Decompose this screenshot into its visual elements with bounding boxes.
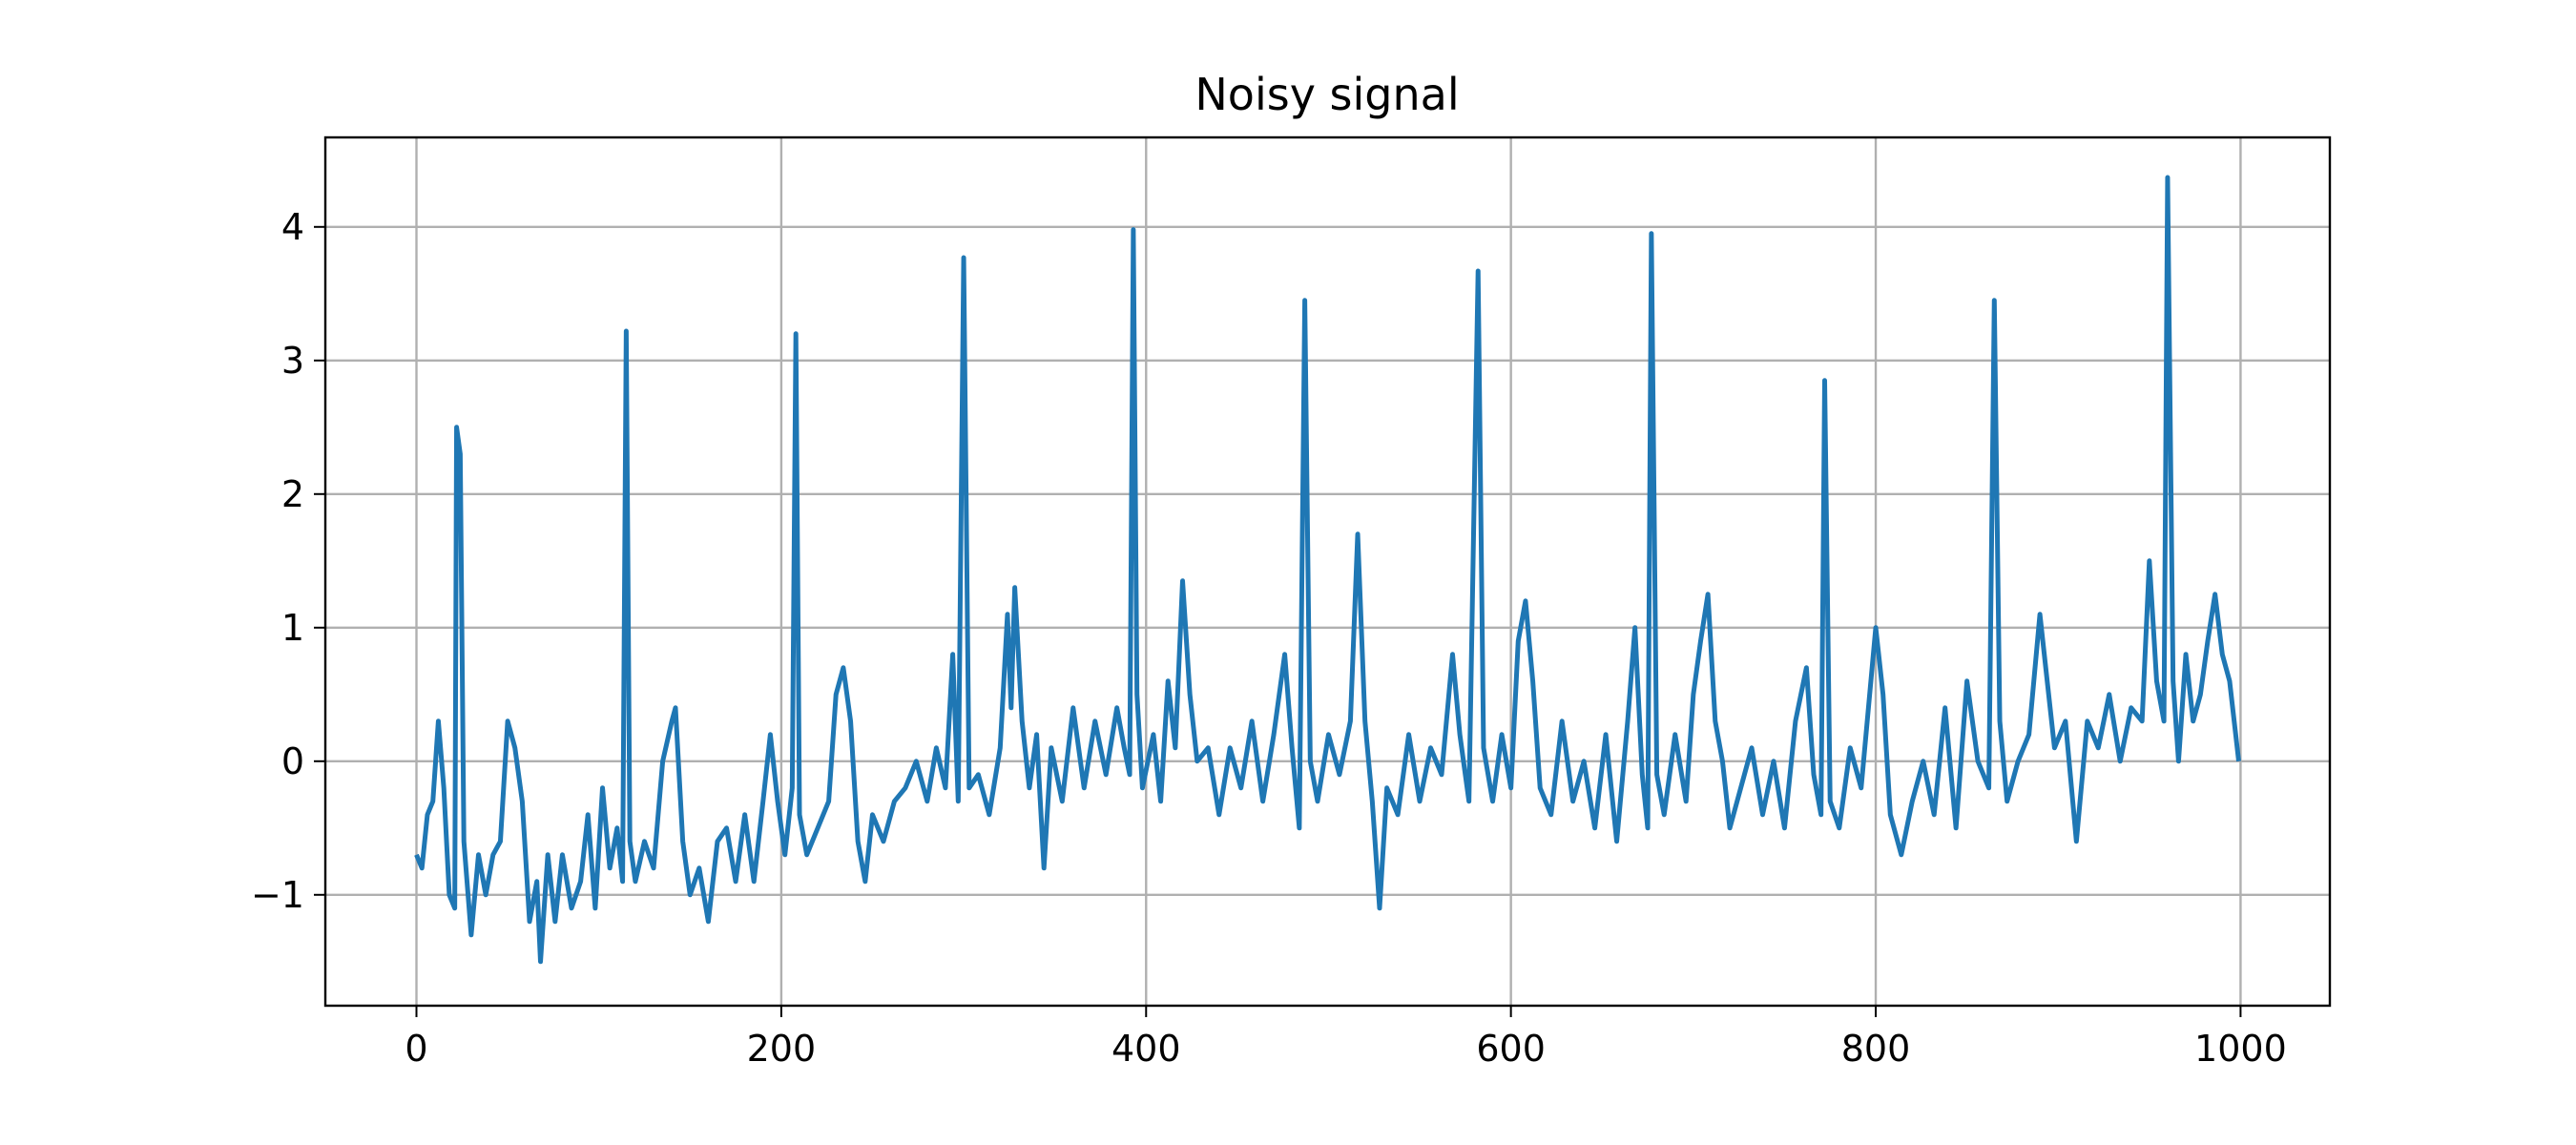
x-tick-label: 800	[1841, 1028, 1911, 1070]
x-tick-label: 600	[1476, 1028, 1546, 1070]
x-tick-label: 0	[405, 1028, 427, 1070]
y-tick-label: 4	[281, 206, 304, 248]
y-tick-label: 3	[281, 340, 304, 382]
chart-title: Noisy signal	[1195, 69, 1459, 120]
signal-line	[414, 175, 2241, 965]
y-tick-label: 1	[281, 607, 304, 649]
plot-frame	[323, 135, 2332, 1008]
x-tick-label: 400	[1111, 1028, 1181, 1070]
x-tick-label: 1000	[2194, 1028, 2287, 1070]
y-tick-label: 2	[281, 473, 304, 515]
y-tick-label: 0	[281, 740, 304, 782]
x-tick-label: 200	[747, 1028, 817, 1070]
y-tick-label: −1	[251, 874, 304, 916]
